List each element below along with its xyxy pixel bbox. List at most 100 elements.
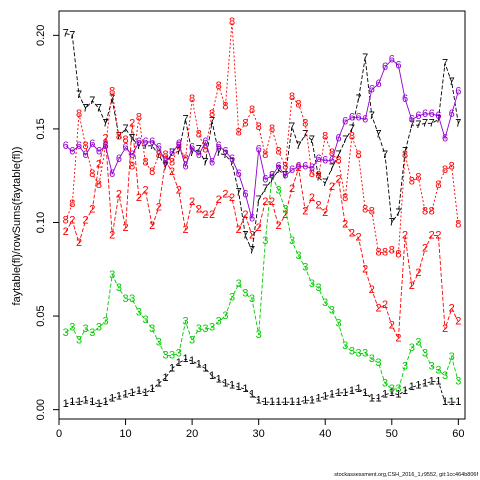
series-3-point: 3 — [216, 316, 222, 328]
series-7-point: 7 — [142, 140, 148, 152]
series-1-point: 1 — [389, 387, 395, 399]
series-8-point: 8 — [362, 203, 368, 215]
series-1-point: 1 — [415, 379, 421, 391]
series-2-point: 2 — [302, 205, 308, 217]
series-7-point: 7 — [242, 230, 248, 242]
series-1-point: 1 — [329, 389, 335, 401]
series-7-point: 7 — [329, 162, 335, 174]
series-2-point: 2 — [169, 166, 175, 178]
footer-text: stockassessment.org,CSH_2016_1,r9552, gi… — [334, 472, 478, 478]
series-7-point: 7 — [83, 102, 89, 114]
series-1-point: 1 — [276, 396, 282, 408]
series-8-point: 8 — [322, 130, 328, 142]
series-8-point: 8 — [229, 16, 235, 28]
series-6-point: 6 — [182, 160, 188, 172]
series-8-point: 8 — [123, 134, 129, 146]
series-2-point: 2 — [109, 230, 115, 242]
series-3-point: 3 — [389, 383, 395, 395]
series-7-point: 7 — [103, 117, 109, 129]
series-2-point: 2 — [96, 159, 102, 171]
series-1-point: 1 — [123, 389, 129, 401]
series-8-point: 8 — [269, 123, 275, 135]
series-6-point: 6 — [156, 142, 162, 154]
series-6-point: 6 — [176, 138, 182, 150]
series-2-point: 2 — [222, 188, 228, 200]
series-6-point: 6 — [249, 213, 255, 225]
series-3-point: 3 — [96, 321, 102, 333]
series-3-point: 3 — [369, 353, 375, 365]
series-2-point: 2 — [449, 303, 455, 315]
series-3-point: 3 — [349, 346, 355, 358]
series-2-line — [65, 123, 459, 341]
series-3-point: 3 — [242, 288, 248, 300]
series-7-point: 7 — [369, 110, 375, 122]
series-6-point: 6 — [449, 108, 455, 120]
series-7-point: 7 — [176, 145, 182, 157]
series-7-point: 7 — [222, 149, 228, 161]
series-3-point: 3 — [342, 340, 348, 352]
series-8-point: 8 — [169, 157, 175, 169]
series-6-point: 6 — [83, 149, 89, 161]
series-3-point: 3 — [182, 316, 188, 328]
series-1-point: 1 — [455, 396, 461, 408]
series-6-point: 6 — [362, 114, 368, 126]
series-2-point: 2 — [382, 299, 388, 311]
series-6-point: 6 — [402, 93, 408, 105]
series-7-point: 7 — [349, 123, 355, 135]
series-2-point: 2 — [442, 323, 448, 335]
series-1-point: 1 — [169, 363, 175, 375]
series-3-point: 3 — [296, 250, 302, 262]
series-6-point: 6 — [349, 112, 355, 124]
series-3-point: 3 — [362, 348, 368, 360]
series-1-point: 1 — [289, 396, 295, 408]
series-8-point: 8 — [422, 205, 428, 217]
series-6-point: 6 — [96, 145, 102, 157]
series-6-point: 6 — [322, 155, 328, 167]
series-8-point: 8 — [402, 149, 408, 161]
series-8-point: 8 — [89, 168, 95, 180]
series-6-point: 6 — [256, 144, 262, 156]
series-2-point: 2 — [429, 230, 435, 242]
x-tick-label: 0 — [56, 428, 62, 440]
series-8-point: 8 — [189, 93, 195, 105]
series-1-point: 1 — [89, 396, 95, 408]
series-8-point: 8 — [389, 245, 395, 257]
series-1-point: 1 — [449, 396, 455, 408]
series-1-point: 1 — [382, 389, 388, 401]
series-8-point: 8 — [216, 80, 222, 92]
series-3-point: 3 — [169, 349, 175, 361]
series-6-point: 6 — [382, 61, 388, 73]
series-6-point: 6 — [242, 188, 248, 200]
series-3-point: 3 — [63, 327, 69, 339]
series-8-point: 8 — [109, 86, 115, 98]
series-8-point: 8 — [69, 198, 75, 210]
series-2-point: 2 — [435, 230, 441, 242]
series-7-point: 7 — [302, 129, 308, 141]
series-7-point: 7 — [309, 134, 315, 146]
x-tick-label: 50 — [386, 428, 398, 440]
series-8-point: 8 — [289, 91, 295, 103]
series-8-point: 8 — [136, 112, 142, 124]
series-7-point: 7 — [429, 117, 435, 129]
series-6-point: 6 — [129, 149, 135, 161]
series-6-point: 6 — [123, 142, 129, 154]
series-2-point: 2 — [103, 132, 109, 144]
series-6-point: 6 — [262, 173, 268, 185]
series-2-point: 2 — [395, 333, 401, 345]
series-7-point: 7 — [182, 114, 188, 126]
plot-box — [58, 10, 466, 420]
series-7-point: 7 — [402, 145, 408, 157]
series-2-point: 2 — [335, 173, 341, 185]
series-6-point: 6 — [196, 149, 202, 161]
series-2-point: 2 — [256, 222, 262, 234]
series-3-point: 3 — [316, 282, 322, 294]
series-7-point: 7 — [229, 157, 235, 169]
series-6-point: 6 — [342, 115, 348, 127]
series-3-point: 3 — [355, 348, 361, 360]
series-7-point: 7 — [375, 129, 381, 141]
series-8-point: 8 — [83, 140, 89, 152]
series-1-point: 1 — [182, 353, 188, 365]
series-1-point: 1 — [196, 359, 202, 371]
series-7-point: 7 — [109, 93, 115, 105]
